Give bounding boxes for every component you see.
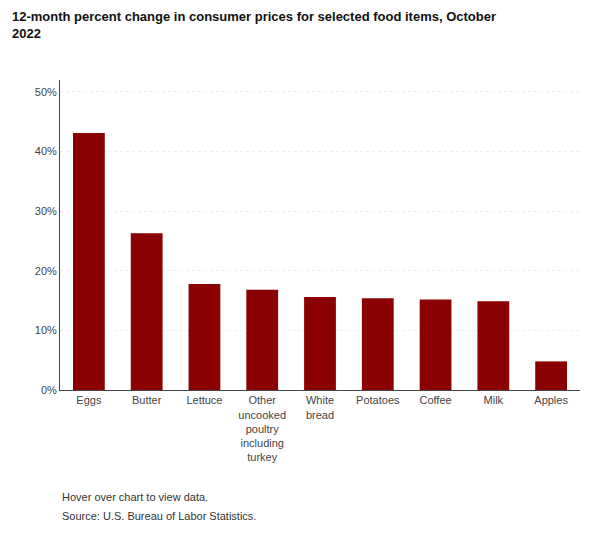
svg-text:Potatoes: Potatoes bbox=[356, 394, 400, 406]
svg-text:50%: 50% bbox=[35, 86, 57, 98]
svg-text:10%: 10% bbox=[35, 324, 57, 336]
svg-text:0%: 0% bbox=[41, 384, 57, 396]
svg-text:Lettuce: Lettuce bbox=[186, 394, 222, 406]
svg-text:Milk: Milk bbox=[484, 394, 504, 406]
svg-text:30%: 30% bbox=[35, 205, 57, 217]
svg-text:20%: 20% bbox=[35, 265, 57, 277]
svg-text:Source: U.S. Bureau of Labor S: Source: U.S. Bureau of Labor Statistics. bbox=[62, 510, 256, 522]
svg-text:Eggs: Eggs bbox=[76, 394, 102, 406]
svg-text:Otheruncookedpoultryincludingt: Otheruncookedpoultryincludingturkey bbox=[238, 394, 286, 463]
svg-text:Butter: Butter bbox=[132, 394, 162, 406]
svg-text:Whitebread: Whitebread bbox=[306, 394, 334, 420]
svg-text:Apples: Apples bbox=[534, 394, 568, 406]
svg-text:Coffee: Coffee bbox=[419, 394, 451, 406]
svg-text:40%: 40% bbox=[35, 145, 57, 157]
svg-text:12-month percent change in con: 12-month percent change in consumer pric… bbox=[12, 9, 496, 41]
svg-text:Hover over chart to view data.: Hover over chart to view data. bbox=[62, 491, 208, 503]
